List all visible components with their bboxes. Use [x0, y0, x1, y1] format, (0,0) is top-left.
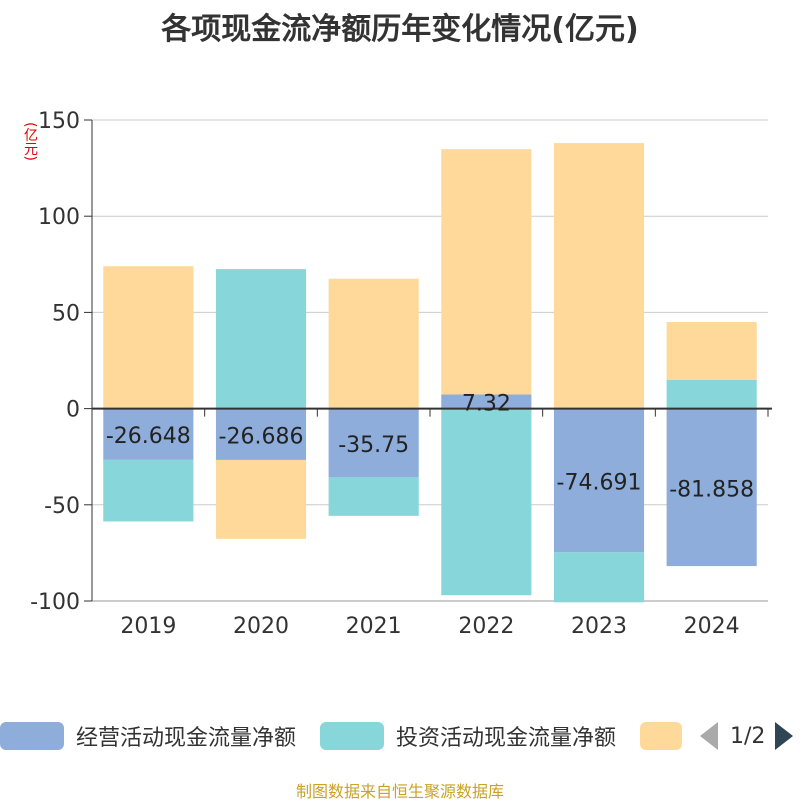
legend-swatch-operating: [0, 722, 64, 750]
bar-series2-2024[interactable]: [666, 322, 757, 380]
legend-swatch-investing: [320, 722, 384, 750]
bar-series0-2021[interactable]: [328, 408, 419, 478]
legend: 经营活动现金流量净额 投资活动现金流量净额 1/2: [0, 716, 800, 756]
bar-series0-2023[interactable]: [553, 408, 645, 553]
data-label: -26.686: [219, 424, 304, 449]
legend-next-page-icon[interactable]: [775, 722, 794, 750]
bar-series2-2020[interactable]: [215, 459, 307, 539]
chart-title: 各项现金流净额历年变化情况(亿元): [161, 12, 639, 47]
x-tick-label: 2019: [120, 614, 176, 639]
y-tick-label: 150: [38, 109, 80, 134]
bar-series1-2023[interactable]: [553, 552, 645, 603]
y-tick-label: -50: [44, 494, 80, 519]
legend-swatch-financing: [640, 722, 682, 750]
legend-label-operating: 经营活动现金流量净额: [76, 726, 297, 751]
y-tick-label: 100: [38, 205, 80, 230]
bar-series0-2019[interactable]: [103, 408, 194, 460]
bar-series1-2020[interactable]: [215, 269, 307, 409]
y-axis-unit-label: (亿元): [22, 122, 38, 161]
x-tick-label: 2023: [571, 614, 627, 639]
bar-series0-2022[interactable]: [441, 394, 532, 409]
legend-item-financing[interactable]: [640, 716, 682, 756]
legend-label-investing: 投资活动现金流量净额: [396, 726, 617, 751]
data-label: 7.32: [462, 392, 511, 417]
legend-pager: 1/2: [700, 716, 794, 756]
legend-page-indicator: 1/2: [730, 723, 766, 749]
data-source-note: 制图数据来自恒生聚源数据库: [295, 782, 504, 801]
y-tick-label: -100: [30, 590, 80, 615]
data-label: -35.75: [338, 433, 409, 458]
x-tick-label: 2020: [233, 614, 289, 639]
bar-series1-2022[interactable]: [441, 408, 532, 596]
bar-series2-2019[interactable]: [103, 266, 194, 409]
bar-series2-2023[interactable]: [553, 143, 645, 409]
legend-item-operating[interactable]: 经营活动现金流量净额: [0, 716, 296, 756]
bar-series1-2024[interactable]: [666, 379, 757, 409]
bar-series2-2022[interactable]: [441, 149, 532, 395]
bar-series1-2021[interactable]: [328, 477, 419, 516]
data-label: -81.858: [669, 477, 754, 502]
data-label: -74.691: [557, 470, 642, 495]
y-tick-label: 0: [66, 398, 80, 423]
x-tick-label: 2024: [684, 614, 740, 639]
bar-series0-2024[interactable]: [666, 408, 757, 567]
legend-item-investing[interactable]: 投资活动现金流量净额: [320, 716, 616, 756]
bar-series1-2019[interactable]: [103, 459, 194, 522]
bar-series0-2020[interactable]: [215, 408, 307, 460]
legend-prev-page-icon[interactable]: [700, 722, 718, 750]
y-tick-label: 50: [52, 301, 80, 326]
bar-series2-2021[interactable]: [328, 278, 419, 409]
x-tick-label: 2022: [458, 614, 514, 639]
x-tick-label: 2021: [346, 614, 402, 639]
data-label: -26.648: [106, 424, 191, 449]
